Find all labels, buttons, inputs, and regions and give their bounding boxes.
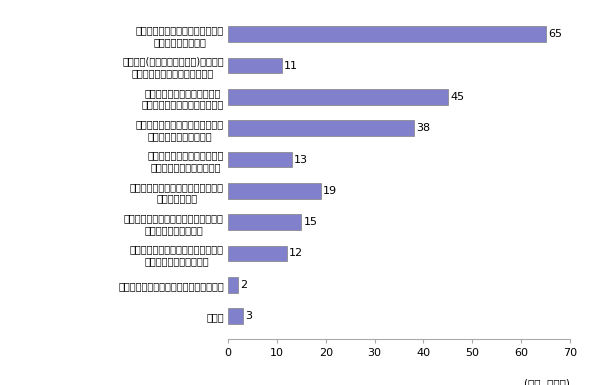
Bar: [228, 246, 287, 261]
Text: 12: 12: [289, 248, 303, 258]
Bar: [228, 308, 242, 324]
Text: 11: 11: [284, 60, 298, 70]
Text: 65: 65: [548, 29, 562, 39]
Text: 15: 15: [304, 217, 318, 227]
Text: 2: 2: [240, 280, 247, 290]
Text: 45: 45: [450, 92, 464, 102]
Text: 38: 38: [416, 123, 430, 133]
Bar: [228, 27, 545, 42]
Text: 13: 13: [294, 154, 308, 164]
Bar: [228, 183, 321, 199]
Bar: [228, 152, 292, 167]
Bar: [228, 214, 301, 230]
Bar: [228, 277, 238, 293]
Text: 3: 3: [245, 311, 252, 321]
Bar: [228, 89, 448, 105]
Bar: [228, 121, 413, 136]
Text: 19: 19: [323, 186, 337, 196]
Bar: [228, 58, 282, 74]
Text: (学部, 研究科): (学部, 研究科): [524, 378, 570, 385]
